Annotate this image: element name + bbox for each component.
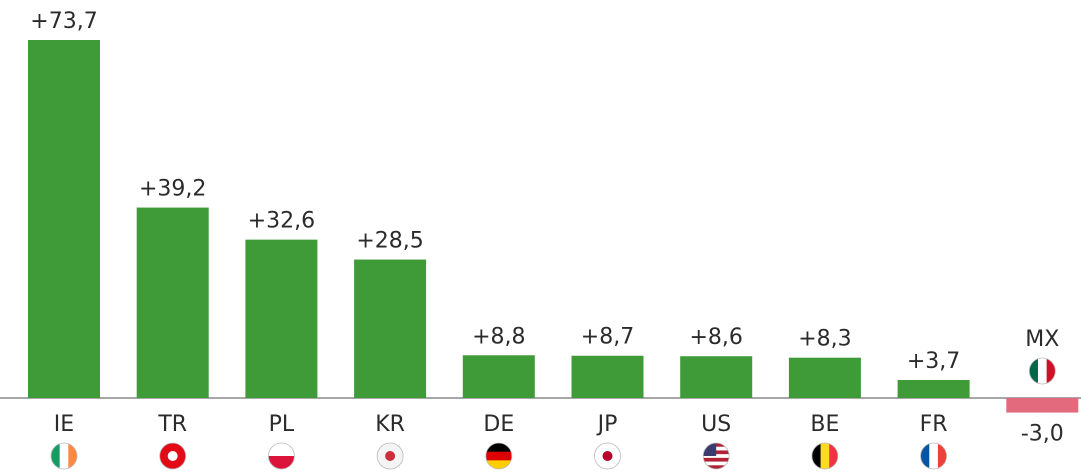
flag-stripe — [51, 443, 61, 469]
flag — [920, 443, 947, 469]
flag-emblem — [385, 451, 396, 461]
flag-stripe — [1037, 358, 1048, 384]
flag-emblem — [602, 451, 613, 461]
flag-stripe — [485, 460, 512, 469]
bar — [136, 207, 209, 398]
bar — [462, 355, 535, 398]
value-label: +32,6 — [248, 209, 315, 234]
flag-stripe — [829, 443, 838, 469]
flag-stripe — [937, 443, 947, 469]
flag-outline — [594, 442, 621, 470]
flag-stripe — [703, 454, 730, 459]
flag — [485, 443, 512, 469]
flag-emblem — [167, 451, 178, 461]
value-label: +8,6 — [689, 325, 742, 350]
flag-stripe — [59, 443, 69, 469]
flag-stripe — [268, 443, 295, 457]
flag-stripe — [920, 443, 930, 469]
bar — [571, 355, 644, 398]
flag-stripe — [1046, 358, 1056, 384]
flag-stripe — [1029, 358, 1039, 384]
value-label: +39,2 — [139, 177, 206, 202]
flag-outline — [376, 442, 404, 470]
category-label: PL — [269, 412, 295, 437]
flag — [811, 443, 838, 469]
flag — [51, 443, 77, 469]
flag-outline — [267, 442, 295, 470]
flag — [594, 443, 621, 469]
flag-outline — [159, 442, 187, 470]
category-label: IE — [54, 412, 74, 437]
category-label: KR — [375, 412, 405, 437]
flag-stripe — [485, 443, 512, 453]
category-label: BE — [810, 412, 839, 437]
category-label: TR — [157, 412, 187, 437]
bar — [245, 239, 318, 398]
flag-stripe — [820, 443, 830, 469]
category-label: MX — [1025, 327, 1059, 352]
value-label: +3,7 — [907, 349, 960, 374]
flag-stripe — [68, 443, 77, 469]
flag — [1029, 358, 1056, 384]
flag — [377, 443, 404, 469]
bar — [28, 40, 100, 398]
flag-outline — [811, 442, 839, 470]
flag-outline — [702, 442, 730, 470]
flag-stripe — [485, 451, 512, 461]
flag-outline — [50, 442, 78, 470]
value-label: +8,8 — [472, 324, 525, 349]
bar — [788, 357, 861, 398]
flag — [703, 443, 730, 469]
flag-stripe — [929, 443, 939, 469]
value-label: +8,3 — [798, 327, 851, 352]
flag-outline — [485, 442, 513, 470]
bar — [1006, 398, 1079, 413]
flag-stripe — [703, 465, 730, 469]
flag-stripe — [703, 461, 730, 466]
flag — [159, 443, 186, 469]
flag-stripe — [811, 443, 822, 469]
bar — [354, 259, 427, 398]
flag-outline — [920, 442, 947, 470]
flag-stripe — [703, 457, 730, 463]
category-label: DE — [483, 412, 514, 437]
bar — [897, 380, 970, 398]
value-label: +73,7 — [30, 9, 97, 34]
bar — [680, 356, 753, 398]
value-label: -3,0 — [1021, 422, 1064, 447]
category-label: JP — [596, 412, 618, 437]
category-label: US — [701, 412, 731, 437]
value-label: +8,7 — [581, 325, 634, 350]
flag-stripe — [268, 456, 295, 469]
value-label: +28,5 — [356, 229, 423, 254]
category-label: FR — [920, 412, 948, 437]
flag-outline — [1028, 357, 1056, 385]
flag — [268, 443, 295, 469]
